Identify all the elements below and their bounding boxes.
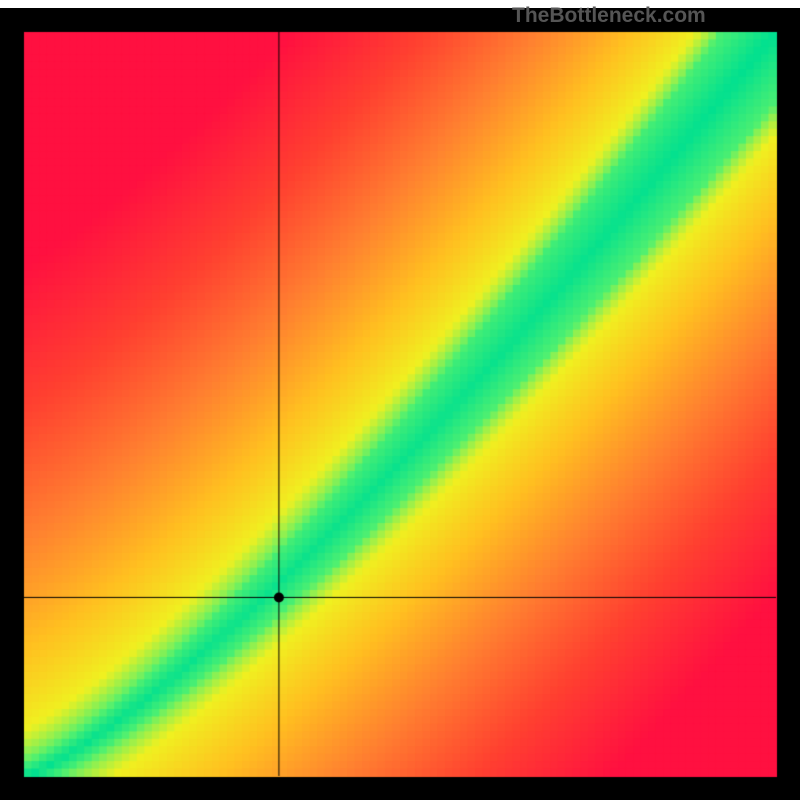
bottleneck-heatmap — [0, 8, 800, 800]
attribution-text: TheBottleneck.com — [512, 4, 706, 28]
chart-container: TheBottleneck.com — [0, 0, 800, 800]
